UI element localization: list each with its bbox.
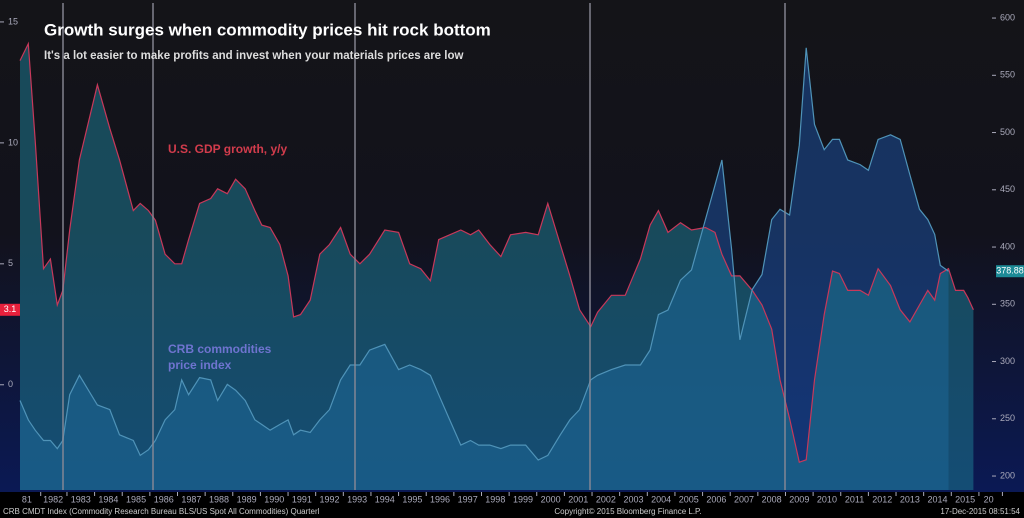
x-tick-label: 1987 [181, 494, 201, 504]
y-tick-label: 5 [8, 258, 13, 268]
x-tick-label: 2008 [762, 494, 782, 504]
area [20, 43, 974, 490]
x-tick-label: 1991 [292, 494, 312, 504]
x-tick-label: 1988 [209, 494, 229, 504]
x-tick-label: 2005 [679, 494, 699, 504]
x-tick-label: 1984 [98, 494, 118, 504]
last-value-badge [0, 303, 20, 316]
x-tick-label: 2003 [623, 494, 643, 504]
y-tick-label: 15 [8, 16, 18, 26]
x-tick-label: 2007 [734, 494, 754, 504]
x-tick-label: 2001 [568, 494, 588, 504]
x-tick-label: 1994 [375, 494, 395, 504]
plot-area [19, 41, 974, 491]
x-tick-label: 2012 [872, 494, 892, 504]
x-tick-label: 1990 [264, 494, 284, 504]
x-tick-label: 2014 [927, 494, 947, 504]
x-tick-label: 1993 [347, 494, 367, 504]
y-tick-label: 0 [8, 379, 13, 389]
overlay: 0 5 10 15 200 250 300 350 400 450 500 550 600 81 1982 1… [0, 12, 1024, 504]
y2-tick-label: 600 [1000, 12, 1015, 22]
series-label: U.S. GDP growth, y/y [168, 142, 287, 156]
footer-source: CRB CMDT Index (Commodity Research Burea… [3, 507, 320, 516]
last-value-label: 378.88 [996, 266, 1024, 276]
x-tick-label: 1996 [430, 494, 450, 504]
chart-subtitle: It's a lot easier to make profits and in… [44, 50, 463, 62]
chart-title: Growth surges when commodity prices hit … [44, 20, 491, 39]
x-tick-label: 2002 [596, 494, 616, 504]
line [19, 41, 974, 463]
x-tick-label: 2013 [900, 494, 920, 504]
y2-tick-label: 350 [1000, 299, 1015, 309]
x-tick-label: 81 [22, 494, 32, 504]
y2-tick-label: 550 [1000, 70, 1015, 80]
x-tick-label: 2010 [817, 494, 837, 504]
last-value-label: 3.1 [4, 304, 17, 314]
y2-tick-label: 250 [1000, 413, 1015, 423]
period-lines [62, 3, 786, 490]
footer-copyright: Copyright© 2015 Bloomberg Finance L.P. [554, 507, 701, 516]
x-tick-label: 1995 [402, 494, 422, 504]
x-tick-label: 2011 [845, 494, 864, 504]
x-tick-label: 1982 [43, 494, 63, 504]
series-label: CRB commodities price index [168, 342, 272, 372]
y2-tick-label: 300 [1000, 356, 1015, 366]
footer-date: 17-Dec-2015 08:51:54 [940, 507, 1020, 516]
x-tick-label: 2009 [789, 494, 809, 504]
last-value-badge [996, 265, 1024, 278]
x-tick-label: 2006 [706, 494, 726, 504]
x-tick-label: 2004 [651, 494, 671, 504]
x-tick-label: 1985 [126, 494, 146, 504]
y2-tick-label: 200 [1000, 470, 1015, 480]
line [19, 47, 949, 461]
x-tick-label: 1989 [237, 494, 257, 504]
x-tick-label: 1983 [71, 494, 91, 504]
y-tick-label: 10 [8, 137, 18, 147]
x-tick-label: 1986 [154, 494, 174, 504]
x-tick-label: 1999 [513, 494, 533, 504]
axis-strip [0, 492, 1024, 518]
x-tick-label: 20 [984, 494, 994, 504]
x-tick-label: 1992 [320, 494, 340, 504]
y2-tick-label: 400 [1000, 241, 1015, 251]
y2-tick-label: 450 [1000, 184, 1015, 194]
x-tick-label: 1997 [458, 494, 478, 504]
x-tick-label: 2000 [541, 494, 561, 504]
y2-tick-label: 500 [1000, 127, 1015, 137]
x-tick-label: 2015 [955, 494, 975, 504]
x-tick-label: 1998 [485, 494, 505, 504]
